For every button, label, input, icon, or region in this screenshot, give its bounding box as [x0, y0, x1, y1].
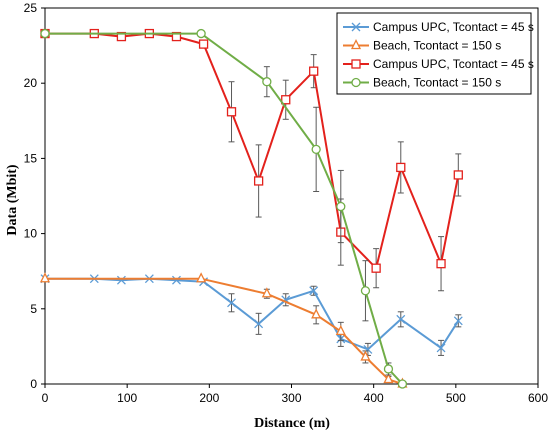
x-axis-title: Distance (m)	[254, 416, 330, 431]
y-tick-label: 20	[24, 76, 38, 90]
x-tick-label: 200	[199, 391, 219, 405]
marker-stroke	[436, 343, 446, 353]
x-marker	[116, 275, 126, 285]
x-marker	[309, 286, 319, 296]
square-marker	[453, 170, 463, 180]
circle-marker	[360, 286, 371, 296]
marker-stroke	[396, 314, 406, 324]
marker-stroke	[309, 286, 319, 296]
axes: 0 100 200 300 400 500 600 0 5 10 15 20 25	[24, 1, 549, 405]
square-marker	[309, 66, 319, 76]
square-marker	[396, 162, 406, 173]
x-marker	[351, 22, 361, 32]
triangle-marker	[360, 350, 371, 361]
triangle-marker	[350, 39, 362, 50]
square-marker	[198, 39, 209, 49]
legend-item: Beach, Tcontact = 150 s	[343, 39, 501, 53]
triangle-marker	[39, 272, 51, 283]
square-marker	[281, 95, 291, 105]
square-marker	[253, 176, 264, 186]
marker-stroke	[281, 295, 291, 305]
series-line	[45, 277, 403, 385]
x-marker	[453, 316, 463, 326]
marker-stroke	[453, 316, 463, 326]
square-marker	[436, 259, 446, 269]
legend: Campus UPC, Tcontact = 45 s Beach, Tconta…	[336, 12, 534, 95]
x-tick-label: 500	[446, 391, 466, 405]
square-marker	[371, 263, 381, 273]
circle-marker	[351, 77, 361, 88]
triangle-marker	[383, 373, 394, 384]
series-2	[40, 28, 463, 292]
series-1	[39, 272, 408, 388]
y-tick-label: 10	[24, 227, 38, 241]
y-axis-title: Data (Mbit)	[5, 164, 20, 235]
x-marker	[396, 314, 406, 324]
x-marker	[172, 275, 181, 285]
legend-box	[336, 12, 532, 95]
marker-stroke	[172, 275, 181, 285]
circle-marker	[196, 28, 206, 39]
triangle-marker	[335, 324, 346, 336]
y-tick-label: 25	[24, 1, 38, 15]
square-marker	[116, 31, 127, 42]
triangle-marker	[261, 287, 272, 298]
series-0	[40, 274, 463, 356]
legend-label: Beach, Tcontact = 150 s	[373, 39, 501, 53]
series-line	[45, 32, 404, 385]
legend-item: Campus UPC, Tcontact = 45 s	[343, 20, 534, 34]
marker-stroke	[254, 319, 264, 329]
circle-marker	[40, 28, 50, 39]
circle-marker	[262, 77, 272, 87]
circle-marker	[336, 201, 346, 212]
triangle-marker	[196, 272, 207, 283]
circle-marker	[397, 379, 408, 389]
square-marker	[171, 31, 182, 42]
marker-stroke	[116, 275, 126, 285]
circle-marker	[383, 364, 394, 374]
square-marker	[226, 107, 237, 117]
x-tick-label: 0	[42, 391, 49, 405]
circle-marker	[311, 144, 321, 155]
x-marker	[436, 343, 446, 353]
legend-label: Beach, Tcontact = 150 s	[373, 76, 501, 90]
legend-label: Campus UPC, Tcontact = 45 s	[373, 57, 534, 71]
x-tick-label: 600	[528, 391, 548, 405]
x-tick-label: 300	[281, 391, 301, 405]
x-tick-label: 400	[364, 391, 384, 405]
y-tick-label: 0	[30, 377, 37, 391]
triangle-marker	[311, 308, 322, 319]
data-series	[39, 28, 463, 389]
legend-label: Campus UPC, Tcontact = 45 s	[373, 20, 534, 34]
x-tick-label: 100	[117, 391, 137, 405]
legend-item: Beach, Tcontact = 150 s	[343, 76, 501, 90]
y-tick-label: 5	[30, 302, 37, 316]
x-marker	[254, 319, 264, 329]
x-marker	[227, 298, 236, 308]
y-tick-label: 15	[24, 151, 38, 165]
series-3	[40, 28, 408, 389]
marker-stroke	[351, 22, 361, 32]
legend-item: Campus UPC, Tcontact = 45 s	[343, 57, 534, 71]
marker-stroke	[227, 298, 236, 308]
square-marker	[351, 59, 361, 69]
